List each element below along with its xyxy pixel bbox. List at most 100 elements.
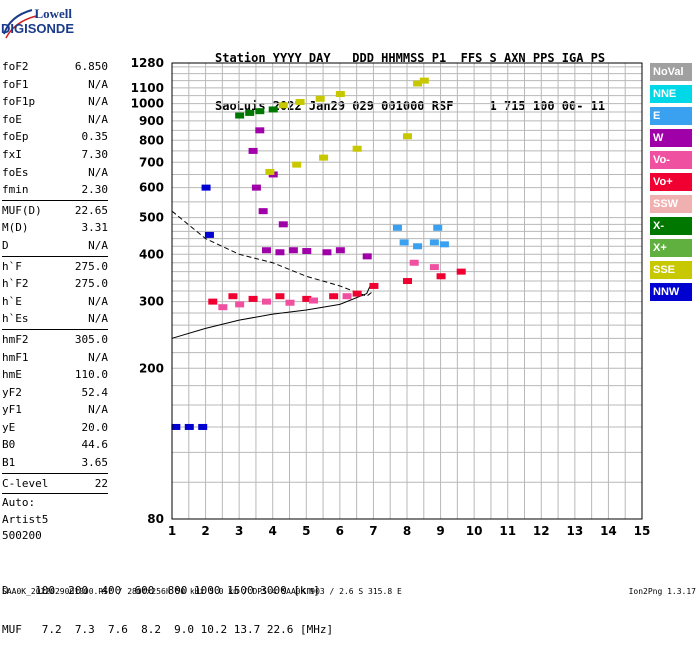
param-row: foF1p N/A (2, 93, 108, 111)
version-label: Ion2Png 1.3.17 (628, 587, 696, 596)
param-key: foF1 (2, 77, 29, 91)
legend-item: Vo+ (650, 173, 692, 191)
echo-point (198, 423, 208, 430)
echo-point (292, 161, 302, 168)
polarization-legend: NoVal NNE E W Vo- Vo+ SSW X- X+ SSE NNW (650, 63, 692, 305)
param-value: 0.35 (81, 130, 109, 144)
param-value: N/A (88, 294, 108, 308)
x-tick-label: 13 (567, 524, 584, 538)
param-value: N/A (88, 350, 108, 364)
param-key: foE (2, 112, 22, 126)
echo-point (258, 208, 268, 215)
echo-point (413, 243, 423, 250)
param-value: 22.65 (74, 203, 108, 217)
legend-item: W (650, 129, 692, 147)
distance-row: D 100 200 400 600 800 1000 1500 3000 [km… (2, 584, 320, 597)
x-tick-label: 11 (499, 524, 516, 538)
params-group-f-layers: foF2 6.850 foF1 N/A foF1p N/A foE N/A foEp 0.35 fx… (2, 58, 108, 199)
echo-point (409, 259, 419, 266)
echo-point (278, 102, 288, 109)
param-key: hmF2 (2, 332, 29, 346)
profile-dashed-curve (171, 210, 374, 297)
y-tick-label: 1000 (131, 97, 164, 111)
echo-point (262, 247, 271, 254)
param-row: hmF1 N/A (2, 349, 108, 367)
param-value: N/A (88, 165, 108, 179)
y-tick-label: 500 (139, 211, 164, 225)
parameters-panel: foF2 6.850 foF1 N/A foF1p N/A foE N/A foEp 0.35 fx… (2, 58, 108, 545)
param-value: 7.30 (81, 147, 109, 161)
echo-point (342, 293, 352, 300)
divider (2, 328, 108, 330)
echo-point (201, 184, 211, 191)
echo-point (255, 108, 265, 115)
param-key: B1 (2, 456, 16, 470)
x-tick-label: 9 (436, 524, 444, 538)
divider (2, 255, 108, 257)
echo-point (352, 145, 362, 152)
param-row: h`Es N/A (2, 310, 108, 328)
echo-point (275, 249, 285, 256)
param-key: M(D) (2, 221, 29, 235)
muf-row: MUF 7.2 7.3 7.6 8.2 9.0 10.2 13.7 22.6 [… (2, 623, 334, 636)
divider (2, 493, 108, 495)
echo-point (302, 248, 312, 255)
param-row: C-level 22 (2, 475, 108, 493)
echo-point (171, 423, 181, 430)
echo-point (429, 239, 439, 246)
echo-point (204, 231, 214, 238)
file-info: SAA0K_2022029001000.RSF / 280fx256h 50 k… (2, 587, 402, 596)
param-key: yF1 (2, 403, 22, 417)
echo-point (429, 264, 439, 271)
chart-grid (171, 63, 643, 519)
param-key: foEp (2, 130, 29, 144)
echo-point (413, 80, 423, 87)
param-row: foEp 0.35 (2, 128, 108, 146)
chart-curves (171, 210, 374, 339)
divider (2, 472, 108, 474)
echo-point (251, 184, 261, 191)
param-value: 2.30 (81, 183, 109, 197)
legend-item: X+ (650, 239, 692, 257)
echo-point (268, 106, 278, 113)
legend-item: Vo- (650, 151, 692, 169)
auto-artist: Artist5 (2, 512, 49, 526)
echo-point (228, 293, 238, 300)
param-key: D (2, 238, 9, 252)
y-tick-label: 300 (139, 295, 164, 309)
chart-axes: 1 2 3 4 5 6 7 8 9 10 11 12 13 14 158020030040050060070… (131, 56, 651, 538)
params-group-clevel: C-level 22 (2, 475, 108, 493)
param-key: h`E (2, 294, 22, 308)
param-row: h`F2 275.0 (2, 275, 108, 293)
param-row: h`F 275.0 (2, 258, 108, 276)
x-tick-label: 4 (269, 524, 277, 538)
param-row: MUF(D) 22.65 (2, 202, 108, 220)
param-key: h`F2 (2, 277, 29, 291)
param-value: N/A (88, 95, 108, 109)
x-tick-label: 10 (466, 524, 483, 538)
y-tick-label: 600 (139, 181, 164, 195)
auto-code: 500200 (2, 529, 42, 543)
legend-item: NoVal (650, 63, 692, 81)
param-value: N/A (88, 112, 108, 126)
param-key: C-level (2, 476, 49, 490)
autoscaling-info: Auto: Artist5 500200 (2, 495, 108, 545)
param-row: yF2 52.4 (2, 384, 108, 402)
param-key: h`Es (2, 312, 29, 326)
x-tick-label: 7 (369, 524, 377, 538)
echo-point (255, 127, 265, 134)
x-tick-label: 1 (168, 524, 176, 538)
echo-point (399, 239, 409, 246)
param-value: N/A (88, 77, 108, 91)
params-group-muf: MUF(D) 22.65 M(D) 3.31 D N/A (2, 202, 108, 255)
y-tick-label: 700 (139, 155, 164, 169)
legend-item: X- (650, 217, 692, 235)
echo-point (439, 241, 449, 248)
divider (2, 199, 108, 201)
param-row: fmin 2.30 (2, 181, 108, 199)
x-tick-label: 15 (634, 524, 651, 538)
lowell-digisonde-logo: Lowell DIGISONDE (1, 4, 82, 42)
y-tick-label: 900 (139, 114, 164, 128)
param-row: h`E N/A (2, 293, 108, 311)
param-value: N/A (88, 403, 108, 417)
